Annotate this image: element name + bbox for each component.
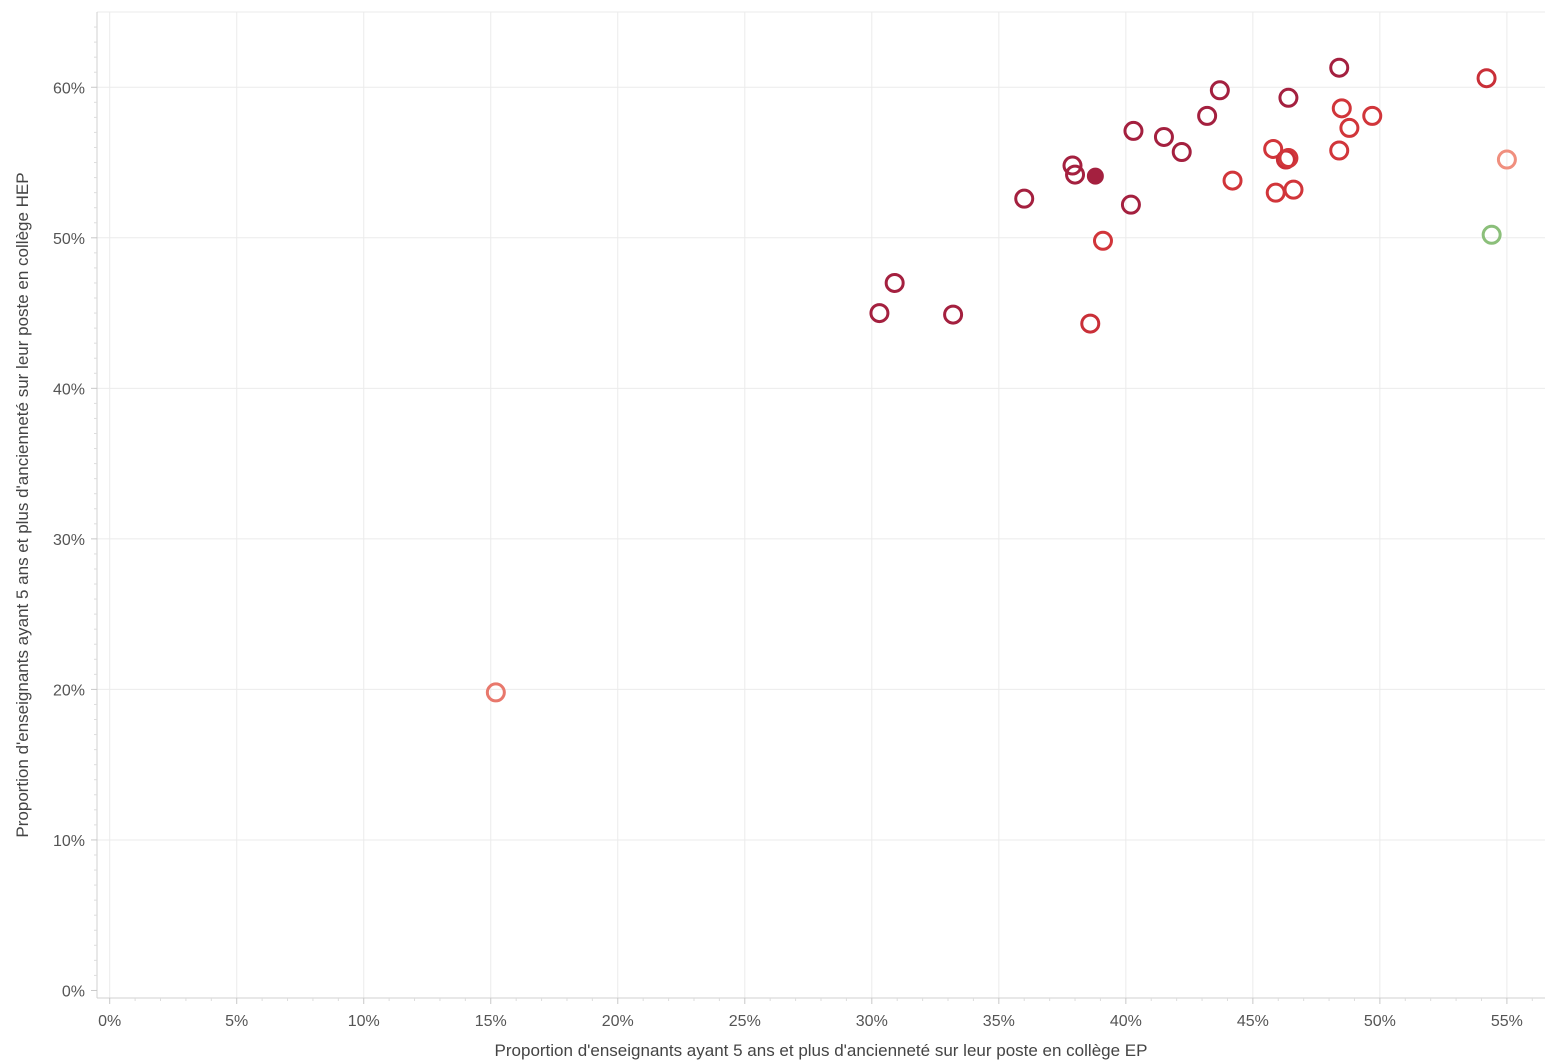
data-point[interactable] [1209, 80, 1230, 101]
grid [97, 11, 1545, 998]
data-point[interactable] [1329, 140, 1350, 161]
data-point[interactable] [943, 304, 964, 325]
y-tick-label: 10% [53, 833, 85, 850]
tick-labels: 0% 5% 10% 15% 20% 25% 30% 35% 40% 45% 50% 55% 0% 10% 2… [53, 80, 1523, 1030]
y-tick-label: 30% [53, 532, 85, 549]
x-tick-label: 35% [983, 1013, 1015, 1030]
x-tick-label: 15% [475, 1013, 507, 1030]
data-point[interactable] [1331, 98, 1352, 119]
data-point[interactable] [1339, 117, 1360, 138]
data-point[interactable] [869, 303, 890, 324]
data-point[interactable] [1283, 179, 1304, 200]
data-point[interactable] [1062, 155, 1083, 176]
y-tick-label: 50% [53, 231, 85, 248]
data-point[interactable] [1329, 57, 1350, 78]
data-point[interactable] [1496, 149, 1517, 170]
data-point[interactable] [1123, 120, 1144, 141]
y-tick-label: 0% [62, 983, 85, 1000]
x-tick-label: 10% [348, 1013, 380, 1030]
x-tick-label: 40% [1110, 1013, 1142, 1030]
x-tick-label: 0% [98, 1013, 121, 1030]
x-tick-label: 45% [1237, 1013, 1269, 1030]
x-tick-label: 55% [1491, 1013, 1523, 1030]
data-point[interactable] [1153, 126, 1174, 147]
data-point[interactable] [1014, 188, 1035, 209]
data-point[interactable] [884, 272, 905, 293]
axes [91, 12, 1545, 1004]
data-point[interactable] [485, 682, 506, 703]
x-axis-title: Proportion d'enseignants ayant 5 ans et … [495, 1041, 1148, 1060]
data-point[interactable] [1171, 141, 1192, 162]
data-point[interactable] [1197, 105, 1218, 126]
data-point[interactable] [1086, 167, 1104, 185]
y-axis-title: Proportion d'enseignants ayant 5 ans et … [13, 172, 32, 837]
data-point[interactable] [1080, 313, 1101, 334]
data-point[interactable] [1278, 148, 1299, 169]
data-point[interactable] [1065, 164, 1086, 185]
data-point[interactable] [1263, 138, 1284, 159]
x-tick-label: 30% [856, 1013, 888, 1030]
y-tick-label: 40% [53, 381, 85, 398]
data-point[interactable] [1362, 105, 1383, 126]
data-point[interactable] [1476, 68, 1497, 89]
x-tick-label: 5% [225, 1013, 248, 1030]
x-tick-label: 25% [729, 1013, 761, 1030]
data-point[interactable] [1481, 224, 1502, 245]
y-tick-label: 60% [53, 80, 85, 97]
x-tick-label: 50% [1364, 1013, 1396, 1030]
x-tick-label: 20% [602, 1013, 634, 1030]
data-points [485, 57, 1517, 703]
y-tick-label: 20% [53, 682, 85, 699]
data-point[interactable] [1092, 230, 1113, 251]
data-point[interactable] [1278, 87, 1299, 108]
data-point[interactable] [1222, 170, 1243, 191]
data-point[interactable] [1265, 182, 1286, 203]
data-point[interactable] [1120, 194, 1141, 215]
